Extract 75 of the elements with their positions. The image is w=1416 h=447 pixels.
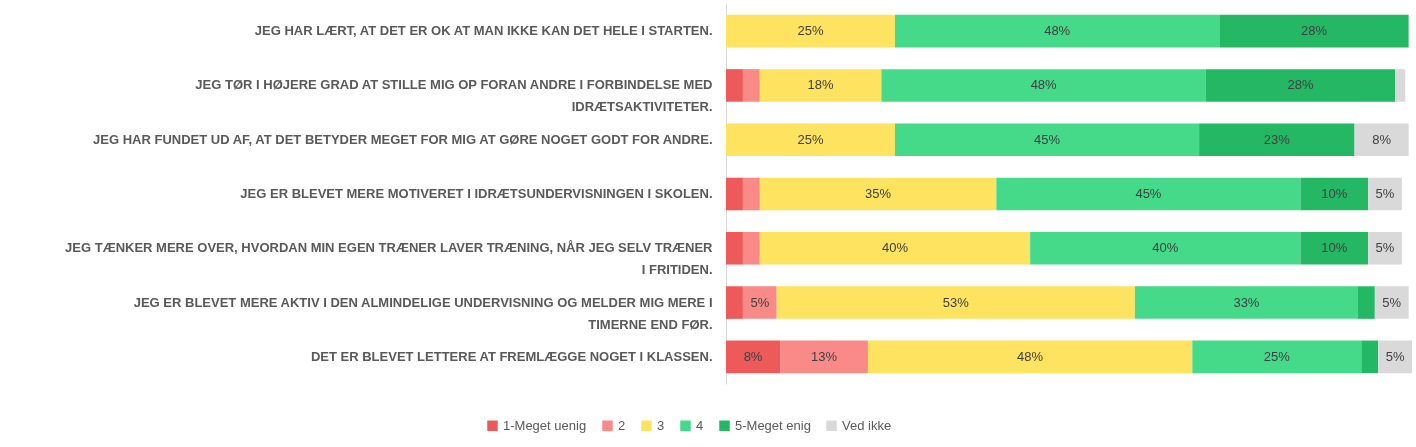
- bar: [1361, 340, 1379, 374]
- data-label: 8%: [743, 348, 763, 364]
- data-label: 13%: [810, 348, 838, 364]
- bar: [1199, 123, 1355, 156]
- legend-label: 1-Meget uenig: [503, 417, 587, 433]
- bar: [894, 14, 1220, 48]
- y-tick-label: JEG HAR FUNDET UD AF, AT DET BETYDER MEGET FOR MIG AT GØRE NOGET GODT FOR ANDRE.: [93, 131, 713, 147]
- legend-label: Ved ikke: [842, 417, 892, 433]
- bar: [726, 69, 743, 102]
- data-label: 40%: [1152, 240, 1179, 256]
- y-tick-label: JEG ER BLEVET MERE MOTIVERET I IDRÆTSUNDERVISNINGEN I SKOLEN.: [240, 186, 713, 201]
- bar: [881, 69, 1206, 102]
- data-label: 10%: [1321, 240, 1348, 256]
- bar: [726, 340, 781, 374]
- data-label: 48%: [1017, 348, 1044, 364]
- data-label: 48%: [1030, 77, 1058, 93]
- bar: [1357, 286, 1375, 319]
- bar: [1354, 123, 1409, 156]
- data-label: 5%: [1385, 348, 1405, 364]
- bar: [1205, 69, 1396, 102]
- data-label: 28%: [1300, 23, 1328, 39]
- bar: [742, 232, 760, 265]
- bar: [759, 232, 1031, 265]
- data-label: 45%: [1135, 186, 1162, 201]
- bar: [996, 177, 1301, 211]
- data-label: 40%: [881, 240, 909, 256]
- bar: [894, 123, 1200, 156]
- data-label: 45%: [1034, 131, 1061, 147]
- bar: [1192, 340, 1362, 374]
- bar: [1368, 232, 1402, 265]
- data-label: 23%: [1263, 131, 1291, 147]
- data-label: 10%: [1321, 186, 1348, 201]
- bar: [726, 177, 743, 211]
- bar: [1300, 232, 1369, 265]
- data-label: 33%: [1233, 294, 1260, 310]
- bar: [776, 286, 1135, 319]
- y-tick-label: JEG TÆNKER MERE OVER, HVORDAN MIN EGEN TRÆNER LAVER TRÆNING, NÅR JEG SELV TRÆNER I FRITIDEN.: [65, 240, 714, 278]
- legend-label: 5-Meget enig: [735, 417, 811, 433]
- bar: [1374, 286, 1409, 319]
- data-label: 5%: [1375, 186, 1395, 201]
- data-label: 5%: [1382, 294, 1402, 310]
- data-label: 48%: [1044, 23, 1071, 39]
- data-label: 5%: [1375, 240, 1395, 256]
- bar: [726, 123, 895, 156]
- bar: [726, 14, 895, 48]
- bar: [780, 340, 868, 374]
- bar: [742, 286, 777, 319]
- bar: [1300, 177, 1369, 211]
- y-tick-label: JEG HAR LÆRT, AT DET ER OK AT MAN IKKE KAN DET HELE I STARTEN.: [254, 23, 713, 39]
- data-label: 8%: [1372, 131, 1392, 147]
- bar: [1134, 286, 1358, 319]
- y-tick-label: JEG TØR I HØJERE GRAD AT STILLE MIG OP FORAN ANDRE I FORBINDELSE MED IDRÆTSAKTIVITETER.: [195, 77, 713, 115]
- data-label: 25%: [797, 131, 824, 147]
- data-label: 25%: [1263, 348, 1291, 364]
- legend-label: 3: [657, 417, 665, 433]
- data-label: 53%: [942, 294, 970, 310]
- y-tick-label: JEG ER BLEVET MERE AKTIV I DEN ALMINDELIGE UNDERVISNING OG MELDER MIG MERE I TIMERNE END FØR.: [133, 294, 713, 332]
- bar: [726, 286, 743, 319]
- y-tick-label: DET ER BLEVET LETTERE AT FREMLÆGGE NOGET I KLASSEN.: [310, 348, 713, 364]
- bar: [1395, 69, 1406, 102]
- bar: [742, 177, 760, 211]
- bar: [759, 177, 997, 211]
- data-label: 28%: [1287, 77, 1314, 93]
- bar: [726, 232, 743, 265]
- bar: [742, 69, 760, 102]
- bar: [759, 69, 882, 102]
- data-label: 25%: [797, 23, 824, 39]
- bar: [867, 340, 1193, 374]
- legend-label: 4: [696, 417, 704, 433]
- bar: [1030, 232, 1301, 265]
- data-label: 5%: [750, 294, 770, 310]
- data-label: 18%: [807, 77, 835, 93]
- data-label: 35%: [865, 186, 892, 201]
- bar: [1219, 14, 1409, 48]
- legend-label: 2: [618, 417, 626, 433]
